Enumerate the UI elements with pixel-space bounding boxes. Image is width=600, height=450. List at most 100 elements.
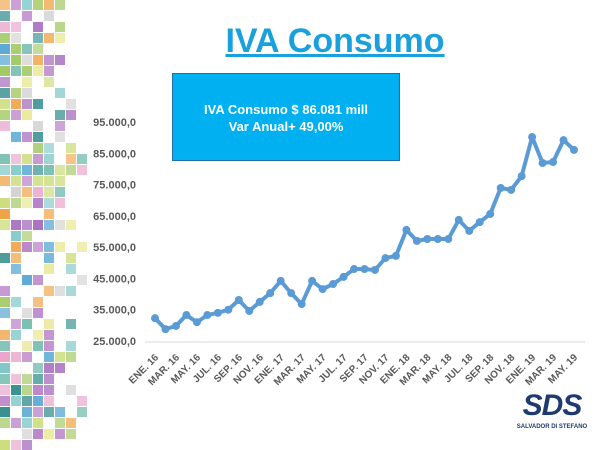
page-title: IVA Consumo [225, 22, 445, 60]
mosaic-tile [55, 165, 65, 175]
mosaic-tile [11, 88, 21, 98]
mosaic-tile [22, 132, 32, 142]
mosaic-tile [11, 264, 21, 274]
mosaic-tile [55, 286, 65, 296]
mosaic-tile [22, 99, 32, 109]
mosaic-tile [33, 198, 43, 208]
mosaic-tile [44, 407, 54, 417]
mosaic-tile [22, 319, 32, 329]
mosaic-tile [44, 330, 54, 340]
mosaic-tile [11, 132, 21, 142]
mosaic-tile [66, 352, 76, 362]
mosaic-tile [44, 242, 54, 252]
data-point [192, 318, 201, 327]
mosaic-tile [77, 242, 87, 252]
mosaic-tile [44, 77, 54, 87]
mosaic-tile [11, 187, 21, 197]
mosaic-tile [0, 308, 10, 318]
mosaic-tile [0, 352, 10, 362]
mosaic-tile [33, 132, 43, 142]
data-point [465, 226, 474, 235]
mosaic-tile [77, 407, 87, 417]
mosaic-tile [33, 220, 43, 230]
mosaic-tile [44, 176, 54, 186]
y-tick-label: 85.000,0 [93, 148, 136, 160]
mosaic-tile [0, 176, 10, 186]
mosaic-tile [0, 44, 10, 54]
mosaic-tile [44, 66, 54, 76]
mosaic-tile [66, 143, 76, 153]
y-tick-label: 45.000,0 [93, 273, 136, 285]
data-point [570, 145, 578, 154]
data-point [213, 308, 222, 317]
data-point [486, 209, 495, 218]
mosaic-tile [66, 286, 76, 296]
mosaic-tile [33, 154, 43, 164]
data-point [224, 305, 233, 314]
data-point [329, 280, 338, 289]
data-point [350, 265, 359, 274]
mosaic-tile [33, 0, 43, 10]
y-tick-label: 55.000,0 [93, 242, 136, 254]
mosaic-tile [0, 0, 10, 10]
mosaic-tile [66, 110, 76, 120]
mosaic-tile [11, 33, 21, 43]
data-point [423, 235, 432, 244]
mosaic-tile [11, 44, 21, 54]
mosaic-tile [0, 33, 10, 43]
mosaic-tile [22, 440, 32, 450]
mosaic-tile [44, 198, 54, 208]
mosaic-tile [33, 429, 43, 439]
mosaic-tile [77, 154, 87, 164]
data-point [391, 251, 400, 260]
data-point [161, 325, 170, 334]
mosaic-tile [33, 242, 43, 252]
mosaic-tile [55, 220, 65, 230]
data-point [339, 272, 348, 281]
data-point [276, 276, 285, 285]
mosaic-tile [55, 0, 65, 10]
data-point [507, 185, 516, 194]
mosaic-tile [44, 286, 54, 296]
mosaic-tile [22, 44, 32, 54]
mosaic-tile [11, 396, 21, 406]
mosaic-tile [22, 198, 32, 208]
info-line-1: IVA Consumo $ 86.081 mill [204, 102, 368, 117]
mosaic-tile [0, 407, 10, 417]
mosaic-tile [33, 33, 43, 43]
mosaic-tile [55, 88, 65, 98]
mosaic-tile [33, 363, 43, 373]
data-point [402, 225, 411, 234]
mosaic-tile [11, 198, 21, 208]
mosaic-tile [66, 319, 76, 329]
mosaic-tile [44, 385, 54, 395]
mosaic-tile [33, 99, 43, 109]
mosaic-tile [0, 253, 10, 263]
mosaic-tile [22, 165, 32, 175]
mosaic-tile [33, 418, 43, 428]
mosaic-tile [11, 297, 21, 307]
mosaic-tile [66, 264, 76, 274]
mosaic-tile [66, 253, 76, 263]
mosaic-tile [44, 0, 54, 10]
mosaic-tile [22, 187, 32, 197]
logo-text: SDS [522, 389, 583, 422]
mosaic-tile [55, 55, 65, 65]
mosaic-tile [77, 396, 87, 406]
mosaic-tile [44, 374, 54, 384]
data-point [360, 265, 369, 274]
mosaic-tile [11, 231, 21, 241]
mosaic-tile [55, 187, 65, 197]
mosaic-tile [22, 220, 32, 230]
mosaic-tile [33, 385, 43, 395]
mosaic-tile [33, 396, 43, 406]
mosaic-tile [11, 154, 21, 164]
mosaic-tile [44, 165, 54, 175]
mosaic-tile [44, 363, 54, 373]
data-point [370, 265, 379, 274]
mosaic-tile [55, 121, 65, 131]
mosaic-tile [77, 165, 87, 175]
mosaic-tile [11, 176, 21, 186]
data-point [266, 289, 275, 298]
